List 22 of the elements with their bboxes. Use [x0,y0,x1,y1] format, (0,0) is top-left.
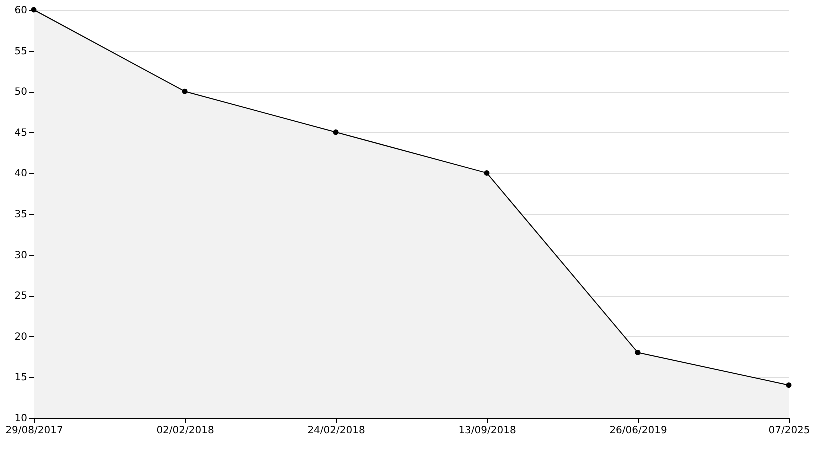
point [333,130,339,136]
y-tick-label: 35 [14,210,28,220]
x-tick-label: 29/08/2017 [6,426,64,436]
x-tick-label: 13/09/2018 [458,426,516,436]
y-tick-label: 60 [14,6,28,16]
point [786,382,792,388]
x-tick-label: 07/2025 [768,426,810,436]
x-tick-label: 02/02/2018 [156,426,214,436]
y-tick-label: 20 [14,332,28,343]
point [635,350,641,356]
x-tick-label: 26/06/2019 [610,426,668,436]
x-tick-label: 24/02/2018 [308,426,366,436]
point [182,88,188,94]
y-tick-label: 45 [14,128,28,139]
y-tick-label: 15 [14,372,28,384]
point [484,170,490,176]
y-tick-label: 10 [14,414,28,424]
y-tick-label: 30 [14,250,28,262]
y-tick-label: 50 [14,87,28,98]
y-tick-label: 25 [14,291,28,302]
y-tick-label: 55 [14,46,28,58]
y-tick-label: 40 [14,168,28,180]
